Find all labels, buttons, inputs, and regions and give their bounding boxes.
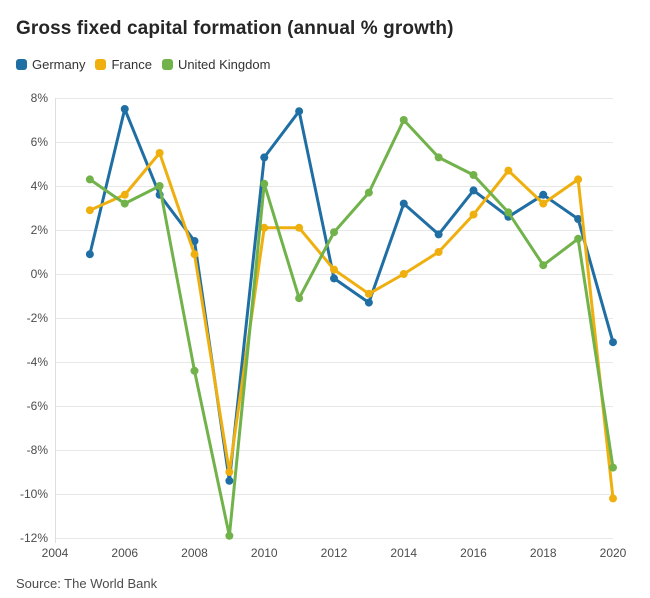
chart-title: Gross fixed capital formation (annual % … [16, 18, 454, 39]
y-axis-tick-label: -2% [27, 311, 49, 325]
x-axis-tick-label: 2008 [181, 546, 208, 560]
point-united-kingdom-2008 [190, 366, 199, 375]
point-united-kingdom-2012 [330, 228, 338, 237]
x-axis-tick-label: 2016 [460, 546, 487, 560]
point-germany-2016 [469, 186, 478, 195]
point-france-2009 [225, 468, 234, 476]
legend-item-germany: Germany [16, 57, 85, 72]
legend-swatch-united-kingdom-icon [161, 59, 173, 70]
point-united-kingdom-2011 [295, 294, 304, 303]
point-france-2012 [330, 265, 338, 274]
x-axis-tick-label: 2020 [600, 546, 627, 560]
point-france-2013 [364, 289, 373, 298]
point-germany-2006 [120, 105, 129, 113]
point-france-2017 [504, 166, 513, 175]
x-axis-tick-label: 2006 [111, 546, 138, 560]
point-germany-2015 [434, 230, 443, 239]
legend-label-united-kingdom: United Kingdom [177, 57, 271, 72]
y-axis-tick-label: 0% [31, 267, 49, 281]
point-united-kingdom-2017 [504, 208, 513, 217]
point-united-kingdom-2018 [539, 261, 548, 270]
line-france [88, 151, 615, 500]
point-france-2016 [469, 210, 478, 219]
point-united-kingdom-2013 [364, 188, 373, 197]
point-united-kingdom-2009 [225, 531, 234, 540]
point-germany-2012 [330, 274, 338, 283]
y-axis-tick-label: 2% [31, 223, 49, 237]
point-france-2008 [190, 250, 199, 259]
legend-label-germany: Germany [32, 57, 86, 72]
point-france-2005 [85, 206, 94, 215]
point-united-kingdom-2014 [399, 116, 408, 124]
point-united-kingdom-2020 [609, 463, 617, 472]
point-germany-2008 [190, 237, 199, 245]
y-axis-tick-label: 4% [31, 179, 49, 193]
point-germany-2010 [260, 153, 269, 162]
point-france-2015 [434, 248, 443, 256]
point-france-2010 [260, 223, 269, 232]
point-france-2014 [399, 270, 408, 278]
point-france-2011 [295, 223, 304, 232]
point-france-2019 [574, 175, 583, 184]
legend-label-france: France [111, 57, 152, 72]
legend-item-france: France [95, 57, 152, 72]
y-axis-tick-label: 6% [31, 135, 49, 149]
y-axis-tick-label: -6% [27, 399, 49, 413]
y-axis-tick-label: 8% [31, 91, 49, 105]
legend-swatch-germany-icon [16, 59, 27, 70]
point-united-kingdom-2007 [155, 182, 164, 190]
point-france-2018 [539, 199, 548, 208]
point-germany-2013 [364, 298, 373, 307]
legend-item-united-kingdom: United Kingdom [161, 57, 271, 72]
x-axis-tick-label: 2010 [251, 546, 278, 560]
point-germany-2014 [399, 199, 408, 208]
point-germany-2019 [574, 215, 583, 223]
point-united-kingdom-2010 [260, 179, 269, 188]
y-axis-tick-label: -8% [27, 443, 49, 457]
point-united-kingdom-2015 [434, 153, 443, 162]
legend-swatch-france-icon [95, 59, 107, 70]
y-axis-tick-label: -4% [27, 355, 49, 369]
point-france-2007 [155, 149, 164, 157]
x-axis-tick-label: 2004 [42, 546, 69, 560]
point-united-kingdom-2005 [85, 175, 94, 184]
point-germany-2018 [539, 190, 548, 199]
source-note: Source: The World Bank [16, 576, 158, 591]
point-united-kingdom-2016 [469, 171, 478, 179]
x-axis-tick-label: 2014 [390, 546, 417, 560]
point-germany-2020 [609, 338, 617, 347]
point-france-2006 [120, 190, 129, 199]
point-germany-2009 [225, 476, 234, 485]
legend: Germany France United Kingdom [16, 57, 270, 72]
point-germany-2011 [295, 107, 304, 116]
point-united-kingdom-2006 [120, 199, 129, 208]
point-france-2020 [609, 494, 617, 503]
line-united-kingdom [88, 118, 615, 538]
point-germany-2005 [85, 250, 94, 259]
y-axis-tick-label: -12% [20, 531, 48, 545]
x-axis-tick-label: 2012 [321, 546, 348, 560]
line-chart: 8% 6% 4% 2% 0% -2% -4% -6% -8% -10% -12%2004 2006 20… [20, 91, 627, 560]
point-united-kingdom-2019 [574, 234, 583, 243]
x-axis-tick-label: 2018 [530, 546, 557, 560]
line-germany [88, 107, 615, 483]
y-axis-tick-label: -10% [20, 487, 48, 501]
